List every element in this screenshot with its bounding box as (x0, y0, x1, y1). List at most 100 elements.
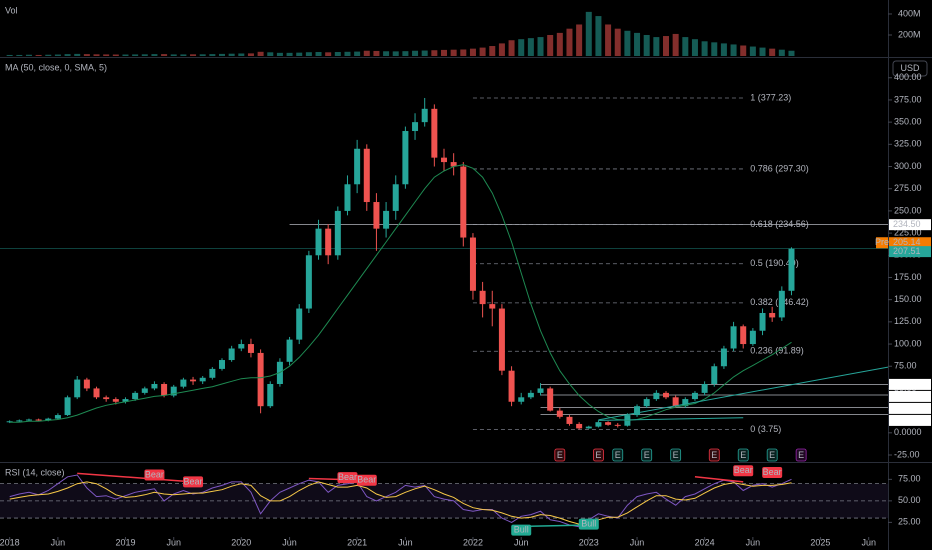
level-label-box (889, 402, 931, 414)
level-label-box (889, 219, 931, 231)
candle-body (286, 339, 293, 362)
candle-body (634, 406, 641, 416)
volume-bar (228, 53, 235, 56)
volume-bar (354, 51, 361, 56)
premarket-label: Pre (875, 237, 889, 247)
divergence-tag (183, 476, 204, 488)
fib-label: 0.236 (91.89) (750, 346, 804, 356)
volume-bar (537, 37, 544, 56)
volume-bar (54, 54, 61, 56)
y-tick-label: 75.00 (894, 361, 917, 371)
fib-label: 0.786 (297.30) (750, 163, 809, 173)
earnings-label: E (740, 450, 746, 460)
y-tick-label: 400M (898, 8, 921, 18)
divergence-tag (144, 469, 165, 481)
volume-bar (199, 54, 206, 56)
volume-bar (441, 49, 447, 56)
volume-bar (711, 42, 718, 56)
y-tick-label: 75.00 (898, 474, 921, 484)
divergence-label: Bull (514, 524, 529, 534)
candle-body (344, 184, 351, 211)
volume-bar (45, 54, 52, 56)
volume-bar (691, 39, 698, 56)
volume-bar (663, 36, 669, 56)
volume-bar (479, 47, 486, 56)
volume-bar (25, 54, 32, 56)
volume-bar (547, 34, 554, 56)
volume-bar (605, 24, 612, 56)
volume-bar (286, 52, 293, 56)
rsi-title: RSI (14, close) (5, 467, 65, 477)
volume-bar (180, 54, 187, 56)
x-tick-label: Jun (746, 537, 761, 547)
volume-bar (460, 49, 467, 56)
candle-body (788, 248, 795, 291)
volume-bar (624, 30, 631, 56)
earnings-marker (641, 448, 653, 462)
volume-title: Vol (5, 5, 18, 15)
volume-bar (93, 54, 100, 56)
candle-body (305, 255, 312, 309)
x-tick-label: 2022 (463, 537, 483, 547)
candle-body (518, 397, 525, 402)
candle-body (576, 423, 583, 429)
volume-bar (325, 52, 332, 56)
candle-body (161, 383, 168, 396)
volume-bar (498, 43, 505, 56)
volume-bar (614, 28, 621, 56)
fib-label: 0.618 (234.56) (750, 219, 809, 229)
earnings-label: E (711, 450, 717, 460)
x-tick-label: 2023 (579, 537, 599, 547)
volume-bar (730, 44, 737, 56)
volume-bar (296, 52, 303, 56)
y-tick-label: 325.00 (894, 139, 922, 149)
earnings-label: E (615, 450, 621, 460)
divergence-tag (762, 466, 783, 478)
level-label-box (889, 414, 931, 426)
volume-bar (720, 43, 727, 56)
earnings-marker (737, 448, 749, 462)
volume-bar (132, 54, 139, 56)
x-tick-label: 2025 (810, 537, 830, 547)
volume-bar (402, 51, 409, 56)
level-label-box (889, 378, 931, 390)
candle-body (112, 399, 119, 402)
y-tick-label: 50.00 (898, 495, 921, 505)
volume-bar (643, 34, 650, 56)
x-tick-label: Jun (166, 537, 181, 547)
currency-button[interactable] (892, 60, 928, 77)
divergence-label: Bear (357, 475, 376, 485)
candle-body (64, 397, 71, 416)
y-tick-label: 175.00 (894, 272, 922, 282)
x-tick-label: Jun (630, 537, 645, 547)
volume-bar (392, 51, 399, 56)
volume-bar (267, 52, 274, 56)
y-tick-label: -25.00 (894, 449, 920, 459)
currency-label[interactable]: USD (900, 63, 920, 73)
y-tick-label: 200M (898, 29, 921, 39)
chart-title: MA (50, close, 0, SMA, 5) (5, 62, 107, 72)
y-tick-label: 0.0000 (894, 427, 922, 437)
volume-bar (469, 48, 476, 56)
candle-body (315, 228, 322, 256)
candle-body (672, 397, 679, 407)
candle-body (199, 377, 206, 382)
volume-bar (749, 46, 756, 56)
divergence-tag (337, 472, 358, 484)
candle-body (508, 370, 515, 402)
volume-bar (508, 40, 515, 56)
volume-bar (247, 53, 254, 56)
candle-body (132, 392, 139, 400)
candle-body (151, 383, 158, 389)
divergence-tag (511, 524, 532, 536)
earnings-label: E (644, 450, 650, 460)
x-tick-label: Jun (51, 537, 66, 547)
volume-bar (595, 16, 602, 56)
volume-bar (74, 53, 81, 56)
y-tick-label: 125.00 (894, 316, 922, 326)
candle-body (247, 344, 254, 353)
candle-body (460, 166, 467, 238)
candle-body (595, 422, 602, 427)
candle-body (325, 228, 332, 256)
divergence-label: Bear (184, 476, 203, 486)
